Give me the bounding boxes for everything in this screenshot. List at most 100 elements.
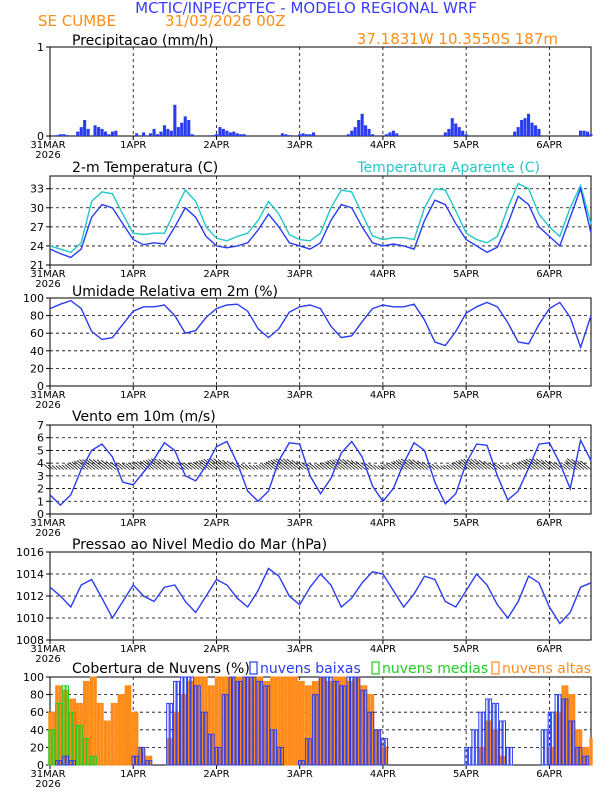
wind-vector <box>502 464 509 470</box>
clouds-xtick-label: 5APR <box>453 769 479 780</box>
wind-vector <box>198 460 210 470</box>
cloud-mid-bar <box>48 729 52 766</box>
wind-vector <box>470 458 484 470</box>
precip-bar <box>457 127 461 136</box>
cloud-low-bar <box>141 746 146 766</box>
wind-vector <box>79 459 92 470</box>
precip-bar <box>523 118 527 136</box>
wind-ytick-label: 0 <box>37 508 44 521</box>
cloud-low-bar <box>266 685 271 766</box>
wind-vector <box>265 461 276 470</box>
wind-vector <box>400 458 415 470</box>
wind-vector <box>248 464 255 470</box>
wind-vector <box>404 458 418 470</box>
precip-bar <box>110 131 114 136</box>
cloud-mid-bar <box>89 755 94 766</box>
rh-line <box>49 299 592 350</box>
clouds-xtick-label: 31MAR <box>30 769 65 780</box>
cloud-low-bar <box>187 676 191 766</box>
cloud-high-bar <box>100 702 104 766</box>
wind-vector <box>301 462 311 470</box>
cloud-low-bar <box>578 746 583 766</box>
wind-vector <box>286 458 300 470</box>
precip-bar <box>301 133 305 136</box>
wind-vector <box>493 463 502 470</box>
wind-vector <box>258 464 266 470</box>
cloud-low-bar <box>277 746 281 766</box>
cloud-low-bar <box>370 711 375 766</box>
wind-vector <box>162 459 176 470</box>
cloud-legend-swatch <box>371 661 380 675</box>
precip-title: Precipitacao (mm/h) <box>72 33 214 49</box>
precip-bar <box>58 134 62 136</box>
wind-vector <box>110 461 120 470</box>
cloud-low-bar <box>499 720 503 766</box>
wind-vector <box>377 465 384 470</box>
wind-vector <box>332 459 346 470</box>
rh-ytick-label: 0 <box>37 380 44 393</box>
pressure-xtick-label: 31MAR <box>30 644 65 655</box>
precip-bar <box>464 134 468 136</box>
cloud-low-bar <box>256 680 260 766</box>
cloud-high-bar <box>110 702 115 766</box>
wind-vector <box>390 461 401 470</box>
wind-vector <box>483 460 495 470</box>
precip-bar <box>97 127 101 136</box>
wind-vector <box>329 459 342 470</box>
cloud-low-bar <box>561 698 565 766</box>
precip-bar <box>391 130 395 136</box>
precip-bar <box>86 128 90 136</box>
cloud-low-bar <box>298 760 302 766</box>
figure-title: MCTIC/INPE/CPTEC - MODELO REGIONAL WRF <box>135 0 477 17</box>
cloud-low-bar <box>301 760 305 766</box>
cloud-low-bar <box>547 711 552 766</box>
wind-vector <box>74 460 85 470</box>
wind-vector <box>58 465 65 470</box>
precip-bar <box>55 135 59 136</box>
temp-year-label: 2026 <box>35 279 60 290</box>
precip-bar <box>360 113 364 137</box>
pressure-xtick-label: 3APR <box>287 644 313 655</box>
precip-bar <box>173 104 177 136</box>
cloud-high-bar <box>294 676 298 766</box>
precip-bar <box>346 134 350 136</box>
clouds-xtick-label: 4APR <box>370 769 396 780</box>
clouds-xtick-label: 3APR <box>287 769 313 780</box>
cloud-low-bar <box>575 746 579 766</box>
precip-bar <box>242 134 246 136</box>
temp-xtick-label: 6APR <box>536 269 562 280</box>
wind-vector <box>82 459 96 470</box>
wind-vector <box>71 461 82 470</box>
wind-vector <box>408 458 422 470</box>
cloud-low-bar <box>69 760 73 766</box>
clouds-ytick-label: 0 <box>37 759 44 772</box>
wind-vector <box>451 462 460 470</box>
wind-vector <box>145 459 158 470</box>
wind-vector <box>122 463 131 470</box>
clouds-ytick-label: 20 <box>30 741 44 754</box>
precip-bar <box>155 134 159 136</box>
cloud-low-bar <box>481 711 486 766</box>
precip-bar <box>159 131 163 136</box>
cloud-high-bar <box>114 702 118 766</box>
cloud-low-bar <box>471 729 475 766</box>
cloud-high-bar <box>128 685 132 766</box>
temp-ytick-label: 24 <box>30 240 44 253</box>
temp-ytick-label: 30 <box>30 202 44 215</box>
precip-bar <box>443 132 447 136</box>
cloud-low-bar <box>65 755 69 766</box>
temp-ytick-label: 27 <box>30 221 44 234</box>
precip-bar <box>589 134 593 136</box>
cloud-low-bar <box>374 729 378 766</box>
cloud-low-bar <box>173 680 177 766</box>
wind-vector <box>252 465 259 470</box>
precip-bar <box>527 113 531 137</box>
precip-xtick-label: 2APR <box>203 140 229 151</box>
cloud-low-bar <box>346 676 350 766</box>
clouds-xtick-label: 2APR <box>203 769 229 780</box>
wind-vector <box>398 459 411 470</box>
cloud-high-bar <box>287 676 292 766</box>
wind-vector <box>383 464 391 470</box>
cloud-low-bar <box>218 746 222 766</box>
temp-plot-frame <box>49 175 592 266</box>
